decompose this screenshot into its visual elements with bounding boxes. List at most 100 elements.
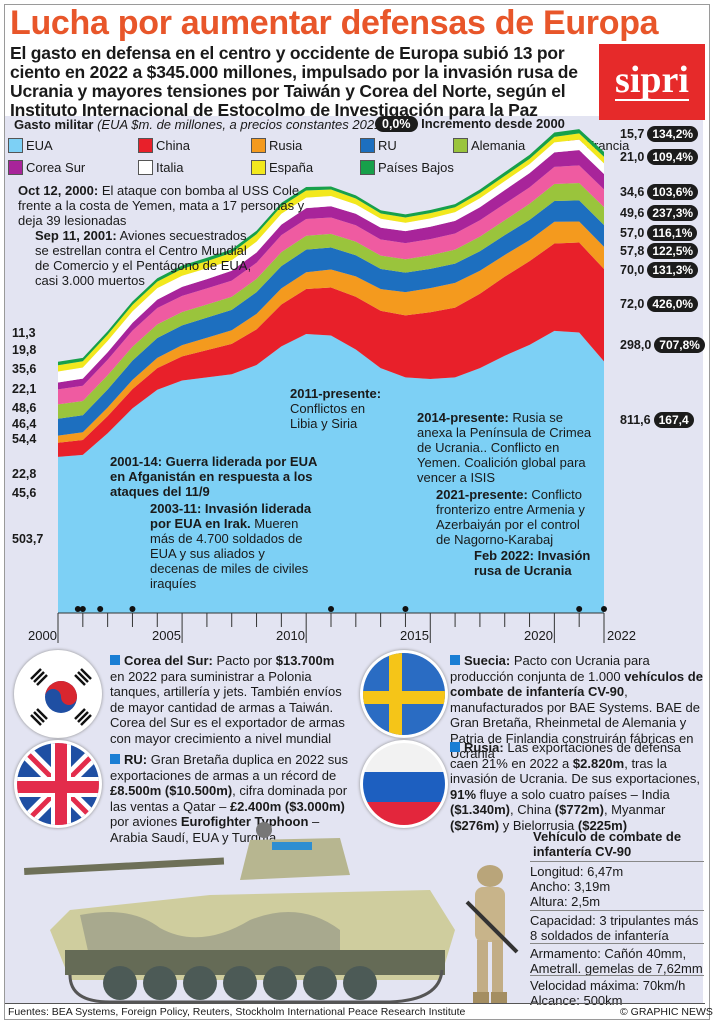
legend-label: RU	[378, 138, 397, 153]
sweden-flag-icon	[360, 650, 448, 738]
event-date: 2003-11: Invasión liderada por EUA en Ir…	[150, 501, 312, 531]
sipri-logo-text: sipri	[615, 59, 689, 101]
event-uss-cole: Oct 12, 2000: El ataque con bomba al USS…	[18, 183, 313, 228]
event-crimea: 2014-presente: Rusia se anexa la Penínsu…	[417, 410, 602, 485]
legend-swatch	[251, 138, 266, 153]
info-bold: $2.820m	[572, 755, 625, 771]
bullet-icon	[450, 655, 460, 665]
info-text: Gran Bretaña duplica en 2022 sus exporta…	[110, 752, 349, 783]
end-value-label: 70,0 131,3%	[620, 262, 699, 278]
subtitle: El gasto en defensa en el centro y occid…	[10, 43, 578, 120]
info-bold: £2.400m ($3.000m)	[229, 798, 345, 814]
event-date: 2021-presente:	[436, 487, 528, 502]
event-text: Conflicto fronterizo entre Armenia y Aze…	[436, 487, 585, 547]
pill-example: 0,0%	[375, 116, 418, 132]
tank-gun	[24, 857, 225, 875]
event-marker	[79, 606, 86, 612]
end-value: 34,6	[620, 185, 645, 199]
footer-divider	[5, 1003, 705, 1004]
x-tick-label: 2000	[28, 628, 57, 643]
event-iraq: 2003-11: Invasión liderada por EUA en Ir…	[150, 501, 315, 591]
event-date: 2014-presente:	[417, 410, 509, 425]
area-eua	[58, 330, 604, 613]
sipri-logo: sipri	[599, 44, 705, 120]
end-value: 298,0	[620, 338, 652, 352]
end-value-label: 34,6 103,6%	[620, 184, 699, 200]
start-value-label: 54,4	[12, 432, 37, 446]
growth-pill: 707,8%	[654, 337, 705, 353]
cv90-tank-illustration	[24, 822, 455, 1004]
event-afghanistan: 2001-14: Guerra liderada por EUA en Afga…	[110, 454, 320, 499]
bullet-icon	[110, 754, 120, 764]
info-country: Rusia:	[464, 740, 504, 755]
area-rusia	[58, 221, 604, 443]
legend-swatch	[8, 138, 23, 153]
area-china	[58, 242, 604, 457]
info-russia: Rusia: Las exportaciones de defensa caen…	[450, 740, 705, 833]
pill-legend: 0,0% Incremento desde 2000	[375, 116, 565, 132]
info-text: Las exportaciones de defensa caen 21% en…	[450, 740, 681, 771]
growth-pill: 109,4%	[647, 149, 699, 165]
info-text: fluye a solo cuatro países – India	[476, 786, 670, 802]
info-bold: $13.700m	[275, 653, 335, 668]
legend-item: Corea Sur	[8, 160, 85, 175]
info-text: Pacto por	[216, 653, 276, 668]
legend-swatch	[8, 160, 23, 175]
info-bold: ($772m)	[554, 802, 604, 817]
soldier-illustration	[465, 865, 519, 1004]
event-marker	[129, 606, 136, 612]
legend-swatch	[138, 138, 153, 153]
growth-pill: 103,6%	[647, 184, 699, 200]
growth-pill: 116,1%	[647, 225, 698, 241]
specs-title: Vehículo de combate de infantería CV-90	[533, 829, 682, 859]
info-text: , China	[509, 802, 555, 817]
legend-item: EUA	[8, 138, 53, 153]
event-text: Conflictos en Libia y Siria	[290, 401, 366, 431]
chart-label: Gasto militar (EUA $m. de millones, a pr…	[14, 117, 386, 132]
start-value-label: 11,3	[12, 326, 36, 340]
tank-turret	[240, 838, 350, 880]
event-marker	[97, 606, 104, 612]
bullet-icon	[450, 742, 460, 752]
spec-dimensions: Longitud: 6,47m Ancho: 3,19m Altura: 2,5…	[530, 861, 704, 911]
start-value-label: 19,8	[12, 343, 37, 357]
legend-label: España	[269, 160, 314, 175]
growth-pill: 426,0%	[647, 296, 699, 312]
end-value: 15,7	[620, 127, 645, 141]
x-tick-label: 2015	[400, 628, 429, 643]
legend-label: Rusia	[269, 138, 303, 153]
legend-swatch	[360, 138, 375, 153]
event-marker	[576, 606, 583, 612]
info-bold: 91%	[450, 786, 477, 802]
legend-label: Italia	[156, 160, 184, 175]
x-tick-label: 2020	[524, 628, 553, 643]
growth-pill: 237,3%	[647, 205, 699, 221]
event-marker	[601, 606, 607, 612]
legend-item: España	[251, 160, 313, 175]
bullet-icon	[110, 655, 120, 665]
start-value-label: 46,4	[12, 417, 37, 431]
spec-capacity: Capacidad: 3 tripulantes más 8 soldados …	[530, 910, 704, 945]
end-value-label: 298,0 707,8%	[620, 337, 705, 353]
end-value: 70,0	[620, 263, 645, 277]
end-value: 57,0	[620, 226, 645, 240]
event-ukraine-invasion: Feb 2022: Invasión rusa de Ucrania	[474, 548, 594, 578]
event-marker	[402, 606, 409, 612]
legend-label: Alemania	[471, 138, 526, 153]
legend-swatch	[138, 160, 153, 175]
uk-flag-icon	[14, 740, 102, 828]
event-marker	[328, 606, 334, 612]
info-country: Suecia:	[464, 653, 511, 668]
start-value-label: 503,7	[12, 532, 44, 546]
page-title: Lucha por aumentar defensas de Europa	[10, 4, 659, 42]
legend-item: China	[138, 138, 190, 153]
event-text: Aviones secuestrados se estrellan contra…	[35, 228, 252, 288]
legend-label: Corea Sur	[26, 160, 86, 175]
info-text: en 2022 para suministrar a Polonia tanqu…	[110, 668, 345, 746]
event-text: Rusia se anexa la Península de Crimea de…	[417, 410, 592, 485]
info-country: Corea del Sur:	[124, 653, 213, 668]
chart-label-unit: (EUA $m. de millones, a precios constant…	[97, 117, 386, 132]
legend-swatch	[360, 160, 375, 175]
info-bold: ($276m)	[450, 817, 500, 833]
x-tick-label: 2010	[276, 628, 305, 643]
